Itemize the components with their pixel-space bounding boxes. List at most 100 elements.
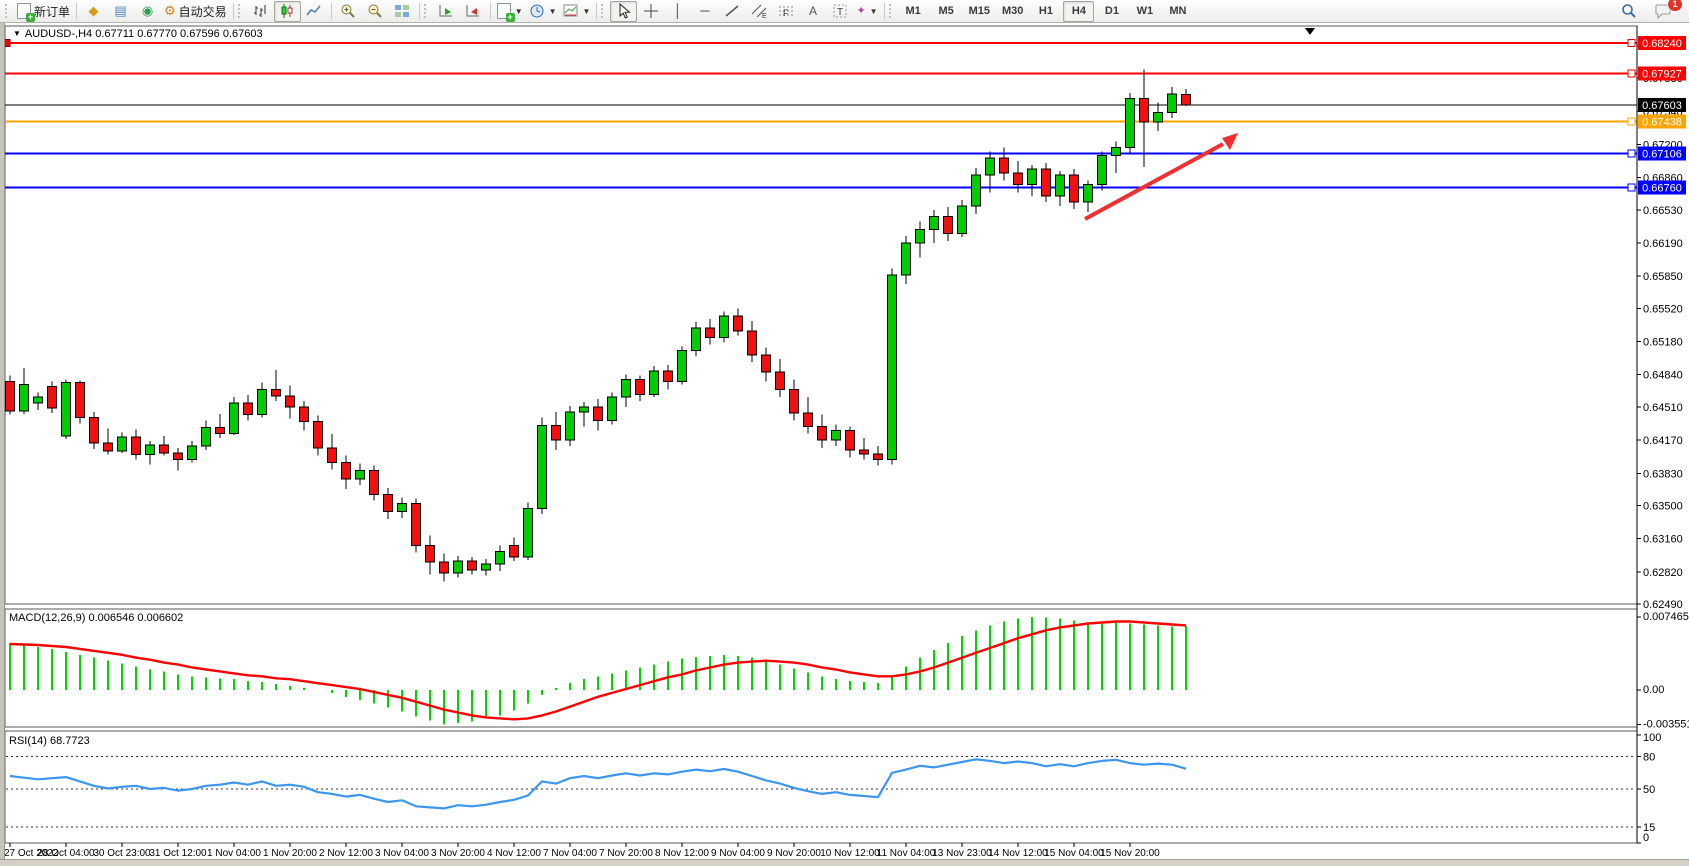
autotrading-label: 自动交易	[178, 4, 227, 19]
svg-text:0.62490: 0.62490	[1643, 599, 1683, 611]
chat-button[interactable]: 1	[1650, 0, 1683, 22]
svg-text:2 Nov 12:00: 2 Nov 12:00	[319, 848, 373, 859]
text-label-icon: T	[833, 4, 847, 18]
horizontal-line-button[interactable]: ─	[691, 1, 718, 22]
timeframe-button-M1[interactable]: M1	[905, 5, 921, 17]
svg-text:3 Nov 04:00: 3 Nov 04:00	[375, 848, 429, 859]
fibonacci-icon: F	[778, 6, 793, 18]
zoom-out-icon	[368, 4, 382, 18]
tile-windows-icon	[395, 5, 410, 17]
alerts-button[interactable]: ◉	[134, 1, 161, 22]
trend-arrow[interactable]	[1084, 133, 1238, 221]
shift-marker-icon[interactable]	[1305, 28, 1315, 35]
separator	[330, 3, 332, 19]
fibonacci-button[interactable]: F	[772, 1, 799, 22]
rsi-panel-splitter[interactable]	[0, 727, 1689, 731]
rsi-panel: 100 80 50 150	[6, 732, 1661, 844]
data-window-icon: ▤	[114, 3, 127, 18]
svg-text:80: 80	[1643, 752, 1655, 764]
channel-icon: E	[751, 4, 767, 19]
new-order-label: 新订单	[34, 4, 71, 19]
tile-windows-button[interactable]	[389, 1, 416, 22]
chart-shift-button[interactable]	[460, 1, 487, 22]
toolbar-grip[interactable]	[5, 4, 11, 18]
svg-text:27 Oct 2022: 27 Oct 2022	[4, 848, 59, 859]
separator	[418, 3, 420, 19]
new-order-icon	[17, 3, 35, 22]
autotrading-button[interactable]: ⚙ 自动交易	[161, 1, 230, 22]
timeframe-button-H1[interactable]: H1	[1038, 5, 1053, 17]
timeframe-button-W1[interactable]: W1	[1136, 5, 1154, 17]
symbol-dropdown-icon[interactable]: ▼	[13, 29, 21, 38]
chevron-down-icon: ▼	[582, 6, 591, 16]
toolbar-grip[interactable]	[888, 4, 895, 18]
timeframe-button-D1[interactable]: D1	[1104, 5, 1119, 17]
timeframe-button-M30[interactable]: M30	[1002, 5, 1024, 17]
toolbar-grip[interactable]	[423, 4, 430, 18]
separator	[596, 3, 598, 19]
new-chart-button[interactable]: ▼	[494, 1, 526, 22]
zoom-in-button[interactable]	[335, 1, 362, 22]
trendline-button[interactable]	[718, 1, 745, 22]
svg-text:0.68240: 0.68240	[1642, 38, 1682, 50]
market-watch-icon: ◆	[88, 3, 99, 18]
toolbar: 新订单 ◆ ▤ ◉ ⚙ 自动交易 ▼ ▼ ▼	[0, 0, 1689, 23]
toolbar-grip[interactable]	[601, 4, 607, 18]
svg-text:1 Nov 20:00: 1 Nov 20:00	[263, 848, 317, 859]
new-order-button[interactable]: 新订单	[14, 1, 73, 22]
text-label-button[interactable]: T	[826, 1, 853, 22]
price-axis[interactable]: 0.682100.678800.675400.672000.668600.665…	[1627, 26, 1686, 843]
indicators-icon	[563, 4, 578, 17]
timeframe-button-MN[interactable]: MN	[1169, 5, 1187, 17]
cursor-button[interactable]	[610, 0, 638, 22]
bar-chart-icon	[254, 5, 266, 17]
bar-chart-button[interactable]	[247, 1, 274, 22]
svg-text:14 Nov 12:00: 14 Nov 12:00	[988, 848, 1048, 859]
separator	[489, 3, 491, 19]
data-window-button[interactable]: ▤	[107, 1, 134, 22]
svg-text:0.007465: 0.007465	[1643, 611, 1689, 623]
timeframe-button-M15[interactable]: M15	[968, 5, 990, 17]
market-watch-button[interactable]: ◆	[80, 1, 107, 22]
svg-text:100: 100	[1643, 732, 1661, 744]
separator	[883, 3, 885, 19]
timeframe-button-M5[interactable]: M5	[938, 5, 954, 17]
equidistant-channel-button[interactable]: E	[745, 1, 772, 22]
svg-text:4 Nov 12:00: 4 Nov 12:00	[487, 848, 541, 859]
text-button[interactable]: A	[799, 1, 826, 22]
svg-text:31 Oct 12:00: 31 Oct 12:00	[149, 848, 207, 859]
cursor-icon	[619, 3, 631, 19]
window-bottom-edge	[0, 859, 1689, 866]
horizontal-line-icon: ─	[700, 3, 710, 18]
svg-text:9 Nov 20:00: 9 Nov 20:00	[767, 848, 821, 859]
chart-title-text: AUDUSD-,H4 0.67711 0.67770 0.67596 0.676…	[24, 28, 263, 40]
notification-badge: 1	[1667, 0, 1683, 12]
line-chart-button[interactable]	[301, 1, 328, 22]
separator	[232, 3, 234, 19]
crosshair-button[interactable]	[637, 1, 664, 22]
vertical-line-button[interactable]: │	[664, 1, 691, 22]
toolbar-grip[interactable]	[237, 4, 244, 18]
chevron-down-icon: ▼	[514, 6, 523, 16]
auto-scroll-button[interactable]	[433, 1, 460, 22]
macd-indicator-label: MACD(12,26,9) 0.006546 0.006602	[9, 612, 184, 624]
svg-text:3 Nov 20:00: 3 Nov 20:00	[431, 848, 485, 859]
svg-text:T: T	[837, 7, 843, 18]
arrows-button[interactable]: ✦ ▼	[853, 1, 880, 22]
candlestick-chart-button[interactable]	[273, 0, 301, 22]
periodicity-button[interactable]: ▼	[526, 1, 560, 22]
level-lines[interactable]	[2, 39, 1637, 189]
indicators-button[interactable]: ▼	[560, 1, 594, 22]
timeframe-button-H4[interactable]: H4	[1063, 0, 1095, 22]
macd-panel-splitter[interactable]	[0, 604, 1689, 608]
panels	[4, 25, 1638, 844]
candlestick-chart-icon	[281, 4, 293, 18]
svg-text:1 Nov 04:00: 1 Nov 04:00	[207, 848, 261, 859]
svg-text:0.66760: 0.66760	[1642, 182, 1682, 194]
svg-text:10 Nov 12:00: 10 Nov 12:00	[820, 848, 880, 859]
search-button[interactable]	[1615, 1, 1642, 22]
window-left-edge	[0, 22, 5, 866]
zoom-out-button[interactable]	[362, 1, 389, 22]
